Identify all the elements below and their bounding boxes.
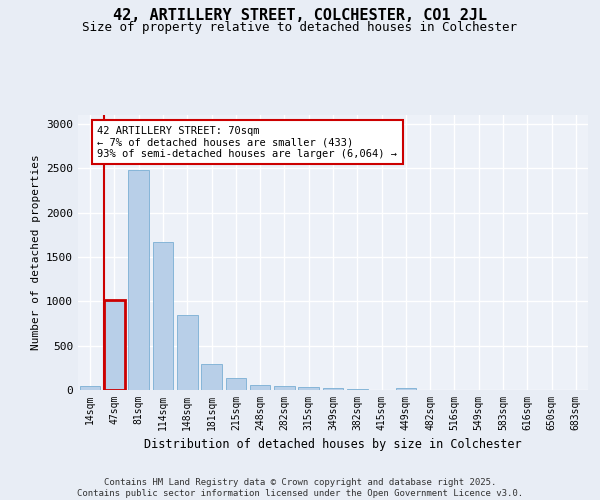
Bar: [104, 300, 125, 390]
Bar: [323, 388, 343, 390]
Bar: [128, 170, 149, 390]
Y-axis label: Number of detached properties: Number of detached properties: [31, 154, 41, 350]
Bar: [226, 378, 246, 390]
Text: 42, ARTILLERY STREET, COLCHESTER, CO1 2JL: 42, ARTILLERY STREET, COLCHESTER, CO1 2J…: [113, 8, 487, 22]
X-axis label: Distribution of detached houses by size in Colchester: Distribution of detached houses by size …: [144, 438, 522, 452]
Bar: [201, 364, 222, 390]
Text: Contains HM Land Registry data © Crown copyright and database right 2025.
Contai: Contains HM Land Registry data © Crown c…: [77, 478, 523, 498]
Bar: [250, 385, 271, 390]
Bar: [274, 386, 295, 390]
Bar: [177, 316, 197, 390]
Bar: [298, 387, 319, 390]
Bar: [152, 242, 173, 390]
Text: Size of property relative to detached houses in Colchester: Size of property relative to detached ho…: [83, 21, 517, 34]
Bar: [80, 386, 100, 390]
Text: 42 ARTILLERY STREET: 70sqm
← 7% of detached houses are smaller (433)
93% of semi: 42 ARTILLERY STREET: 70sqm ← 7% of detac…: [97, 126, 397, 159]
Bar: [395, 388, 416, 390]
